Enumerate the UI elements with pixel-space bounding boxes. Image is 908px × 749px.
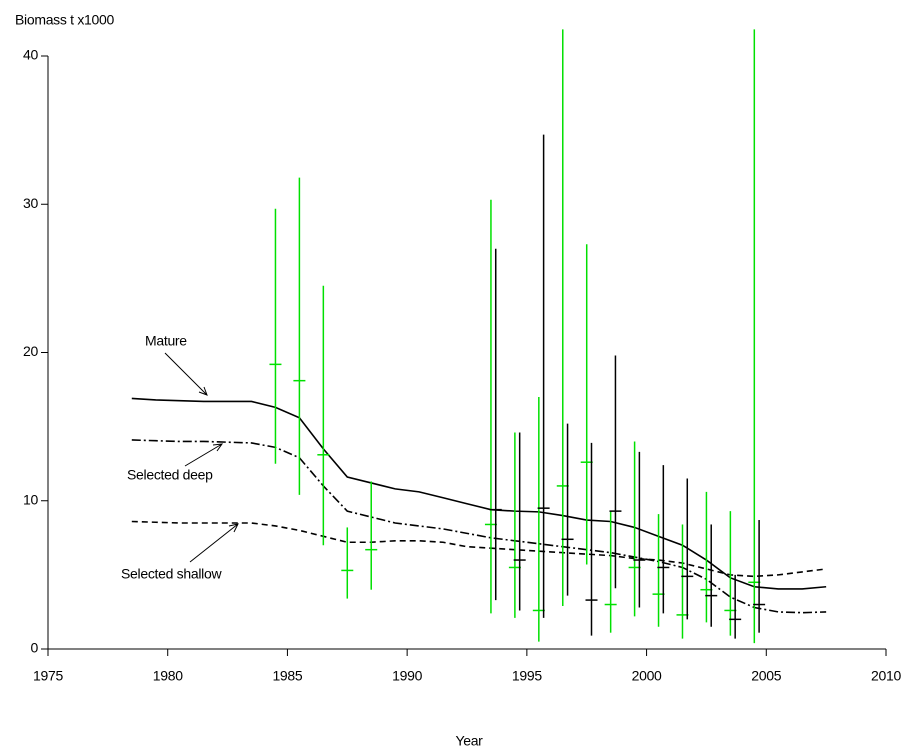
series-label: Selected deep: [127, 467, 213, 483]
x-tick-label: 1995: [512, 668, 542, 684]
arrow: [164, 352, 208, 396]
series-label: Selected shallow: [121, 566, 222, 582]
x-tick-label: 2010: [871, 668, 901, 684]
y-tick-label: 30: [23, 195, 38, 211]
arrow: [189, 523, 239, 563]
series-label: Mature: [145, 333, 187, 349]
y-tick-label: 10: [23, 491, 38, 507]
series-line: [131, 520, 827, 578]
series-line: [131, 439, 827, 614]
x-tick-label: 2005: [751, 668, 781, 684]
x-tick-label: 1975: [33, 668, 63, 684]
series-line: [131, 397, 827, 590]
y-tick-label: 40: [23, 47, 38, 63]
x-tick-label: 2000: [632, 668, 662, 684]
arrow: [184, 443, 224, 467]
y-axis-label: Biomass t x1000: [15, 12, 115, 28]
x-tick-label: 1985: [272, 668, 302, 684]
x-tick-label: 1980: [153, 668, 183, 684]
x-tick-label: 1990: [392, 668, 422, 684]
x-axis-label: Year: [455, 733, 483, 749]
annotation-arrows: [164, 352, 239, 563]
y-tick-label: 0: [31, 640, 39, 656]
y-tick-label: 20: [23, 343, 38, 359]
